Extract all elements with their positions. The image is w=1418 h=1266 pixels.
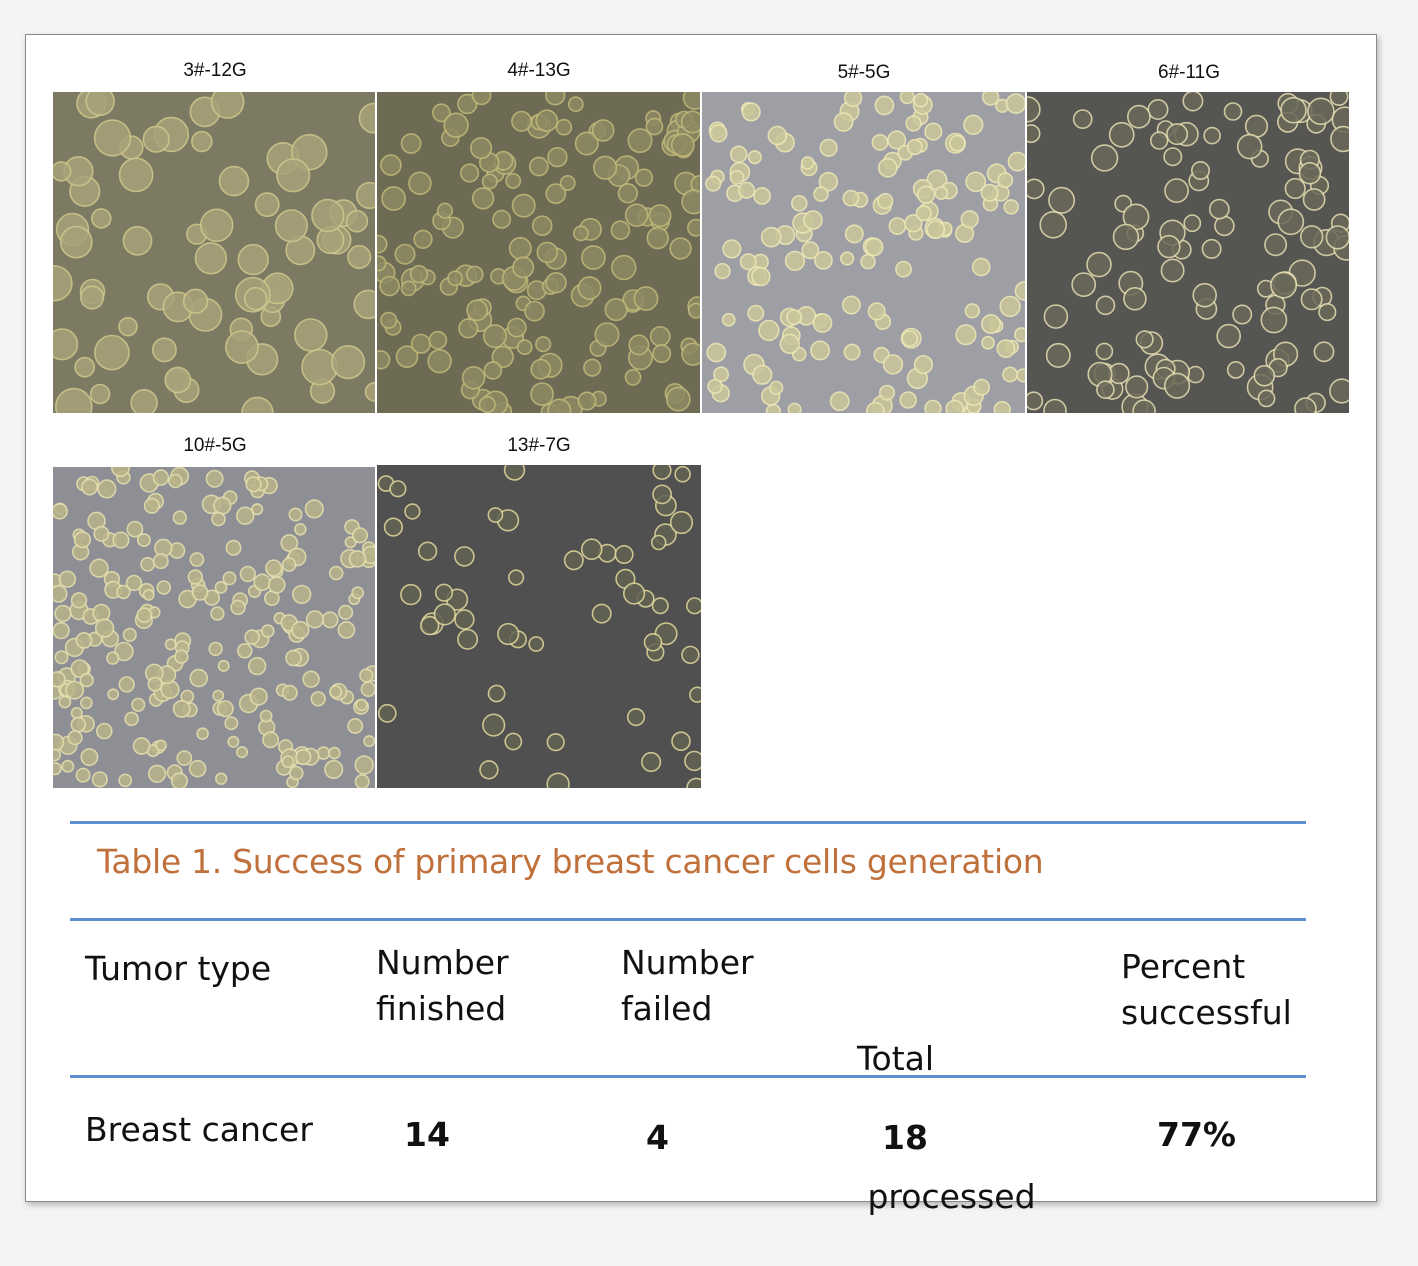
header-tumor-type: Tumor type [85, 949, 272, 988]
table-title: Table 1. Success of primary breast cance… [97, 842, 1044, 881]
table-header-rule [70, 918, 1306, 921]
panel-label: 3#-12G [183, 60, 247, 81]
micrograph-image [53, 92, 375, 413]
panel-label: 6#-11G [1158, 62, 1220, 83]
cell-number-finished: 14 [404, 1115, 450, 1154]
panel-label: 5#-5G [837, 62, 891, 83]
table-body-rule [70, 1075, 1306, 1078]
panel-label: 13#-7G [507, 435, 571, 456]
micrograph-image [377, 92, 700, 413]
cell-percent-successful: 77% [1157, 1115, 1236, 1154]
micrograph-image [53, 467, 375, 788]
header-number-failed: Number failed [621, 943, 754, 1028]
table-top-rule [70, 821, 1306, 824]
panel-label: 4#-13G [507, 60, 571, 81]
cell-number-failed: 4 [646, 1118, 669, 1157]
header-number-finished: Number finished [376, 943, 509, 1028]
cell-total-processed: 18 [882, 1118, 928, 1157]
panel-label: 10#-5G [183, 435, 247, 456]
header-percent-successful: Percent successful [1121, 947, 1292, 1032]
micrograph-image [702, 92, 1025, 413]
header-total-processed: Total processed [857, 1039, 1036, 1216]
micrograph-image [377, 465, 701, 788]
cell-tumor-type: Breast cancer [85, 1110, 313, 1149]
micrograph-image [1027, 92, 1349, 413]
document-page: 3#-12G 4#-13G 5#-5G 6#-11G 10#-5G 13#-7G [25, 34, 1377, 1202]
